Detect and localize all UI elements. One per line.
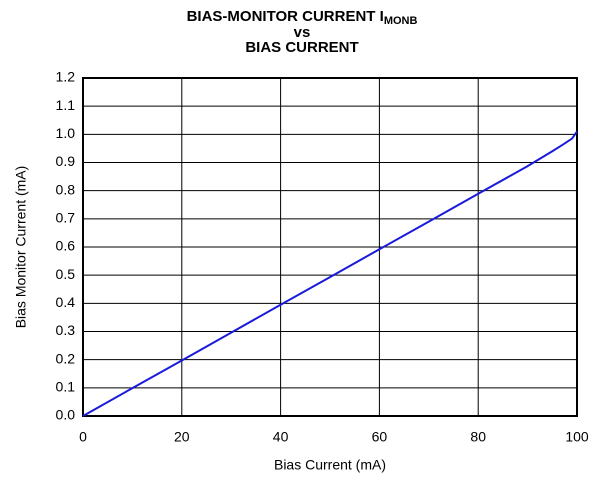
y-tick-label: 0.3 — [56, 322, 76, 338]
y-tick-label: 1.0 — [56, 125, 76, 141]
y-tick-label: 0.2 — [56, 350, 76, 366]
y-tick-label: 1.2 — [56, 69, 76, 85]
x-tick-label: 60 — [372, 429, 388, 445]
data-line — [82, 130, 578, 417]
y-tick-label: 0.9 — [56, 153, 76, 169]
title-subscript: MONB — [384, 15, 418, 27]
title-line: BIAS-MONITOR CURRENT I — [187, 8, 384, 25]
y-axis-label: Bias Monitor Current (mA) — [13, 166, 29, 329]
chart-title: BIAS-MONITOR CURRENT IMONB — [187, 8, 418, 27]
y-tick-label: 0.6 — [56, 238, 76, 254]
y-tick-label: 0.7 — [56, 210, 76, 226]
y-tick-label: 0.0 — [56, 407, 76, 423]
title-line: BIAS CURRENT — [245, 39, 358, 56]
x-tick-label: 100 — [565, 429, 589, 445]
y-tick-label: 0.1 — [56, 379, 76, 395]
y-tick-label: 0.4 — [56, 294, 76, 310]
x-tick-label: 20 — [174, 429, 190, 445]
x-tick-label: 0 — [79, 429, 87, 445]
x-tick-label: 40 — [273, 429, 289, 445]
y-tick-label: 1.1 — [56, 97, 76, 113]
x-tick-label: 80 — [470, 429, 486, 445]
y-tick-label: 0.5 — [56, 266, 76, 282]
plot-border — [82, 77, 578, 417]
title-line: vs — [294, 24, 311, 41]
x-axis-label: Bias Current (mA) — [274, 457, 386, 473]
y-tick-label: 0.8 — [56, 181, 76, 197]
